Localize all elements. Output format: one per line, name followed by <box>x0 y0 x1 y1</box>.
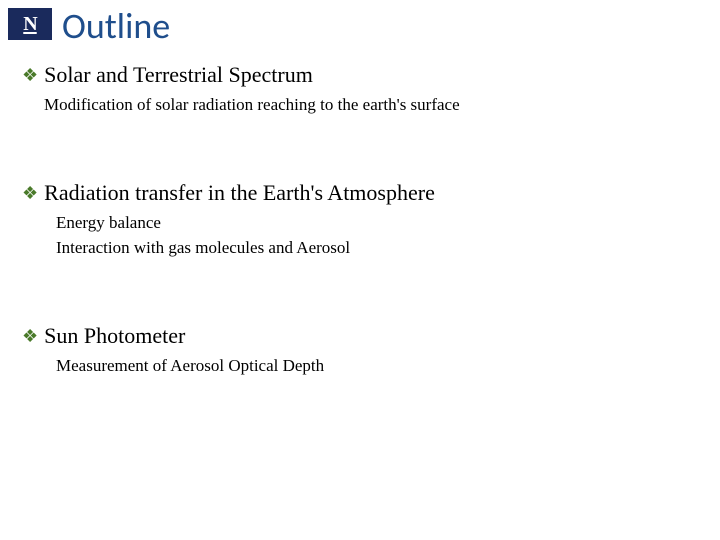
section-2-heading: ❖ Radiation transfer in the Earth's Atmo… <box>22 180 698 206</box>
section-1: ❖ Solar and Terrestrial Spectrum Modific… <box>22 62 698 118</box>
diamond-bullet-icon: ❖ <box>22 184 38 202</box>
logo-letter: N <box>23 13 36 36</box>
section-1-heading: ❖ Solar and Terrestrial Spectrum <box>22 62 698 88</box>
section-2-heading-text: Radiation transfer in the Earth's Atmosp… <box>44 180 435 206</box>
section-3-heading-text: Sun Photometer <box>44 323 185 349</box>
diamond-bullet-icon: ❖ <box>22 66 38 84</box>
section-3-subline-1: Measurement of Aerosol Optical Depth <box>56 353 698 379</box>
section-3-heading: ❖ Sun Photometer <box>22 323 698 349</box>
section-2-subline-2: Interaction with gas molecules and Aeros… <box>56 235 698 261</box>
section-1-heading-text: Solar and Terrestrial Spectrum <box>44 62 313 88</box>
section-2: ❖ Radiation transfer in the Earth's Atmo… <box>22 180 698 261</box>
diamond-bullet-icon: ❖ <box>22 327 38 345</box>
slide-title: Outline <box>62 4 170 48</box>
section-2-subline-1: Energy balance <box>56 210 698 236</box>
section-1-subline-1: Modification of solar radiation reaching… <box>44 92 698 118</box>
university-logo: N <box>8 8 52 40</box>
section-3: ❖ Sun Photometer Measurement of Aerosol … <box>22 323 698 379</box>
slide-content: ❖ Solar and Terrestrial Spectrum Modific… <box>22 62 698 440</box>
